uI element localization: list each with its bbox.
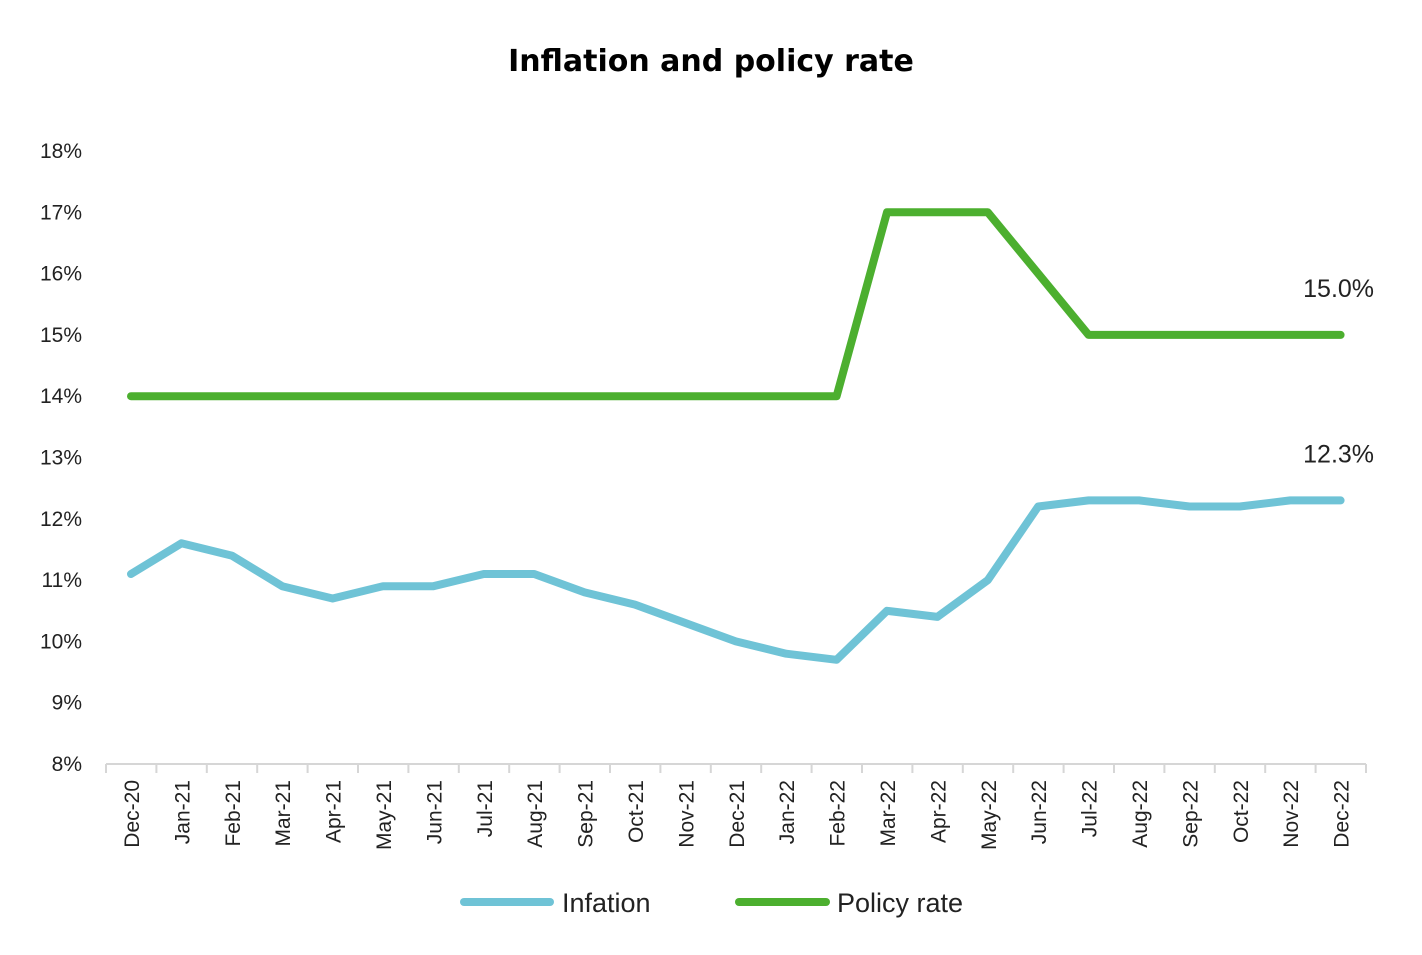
series-line-policy-rate xyxy=(127,208,1345,401)
y-tick-label: 17% xyxy=(40,201,82,224)
x-tick-label: Jan-22 xyxy=(776,780,799,844)
x-tick-label: Dec-20 xyxy=(121,780,144,848)
legend: Infation Policy rate xyxy=(460,888,963,918)
x-tick-label: Feb-21 xyxy=(222,780,245,847)
y-tick-label: 16% xyxy=(40,263,82,286)
y-axis: 8% 9% 10% 11% 12% 13% 14% 15% 16% 17% 18% xyxy=(40,140,82,776)
x-tick-label: Nov-21 xyxy=(675,780,698,848)
x-tick-label: Nov-22 xyxy=(1280,780,1303,848)
y-tick-label: 12% xyxy=(40,508,82,531)
x-tick-label: Jun-21 xyxy=(423,780,446,844)
x-tick-label: Dec-21 xyxy=(726,780,749,848)
y-tick-label: 10% xyxy=(40,630,82,653)
x-tick-label: May-21 xyxy=(373,780,396,850)
chart-title: Inflation and policy rate xyxy=(508,44,914,79)
x-tick-label: Sep-21 xyxy=(575,780,598,848)
x-tick-label: Jun-22 xyxy=(1028,780,1051,844)
legend-label-policy-rate: Policy rate xyxy=(837,888,963,918)
x-tick-label: Apr-21 xyxy=(323,780,346,843)
x-tick-label: Apr-22 xyxy=(927,780,950,843)
series-line-infation xyxy=(127,496,1345,664)
y-tick-label: 15% xyxy=(40,324,82,347)
x-axis: Dec-20 Jan-21 Feb-21 Mar-21 Apr-21 May-21 Jun-… xyxy=(105,763,1367,850)
series-layer xyxy=(127,208,1345,664)
x-tick-label: Aug-22 xyxy=(1129,780,1152,848)
x-tick-label: Feb-22 xyxy=(827,780,850,847)
x-tick-label: Jul-21 xyxy=(474,780,497,837)
x-tick-label: Dec-22 xyxy=(1331,780,1354,848)
data-labels: 12.3% 15.0% xyxy=(1303,275,1374,469)
y-tick-label: 11% xyxy=(42,569,82,592)
data-label-infation: 12.3% xyxy=(1303,440,1374,468)
x-tick-label: Oct-22 xyxy=(1230,780,1253,843)
data-label-policy-rate: 15.0% xyxy=(1303,275,1374,303)
x-tick-label: Oct-21 xyxy=(625,780,648,843)
x-tick-label: Mar-22 xyxy=(877,780,900,847)
x-tick-label: Mar-21 xyxy=(272,780,295,847)
x-tick-label: Aug-21 xyxy=(524,780,547,848)
y-tick-label: 8% xyxy=(52,753,82,776)
y-tick-label: 14% xyxy=(40,385,82,408)
x-tick-label: May-22 xyxy=(978,780,1001,850)
y-tick-label: 9% xyxy=(52,692,82,715)
x-tick-label: Jan-21 xyxy=(171,780,194,844)
y-tick-label: 18% xyxy=(40,140,82,163)
x-tick-label: Sep-22 xyxy=(1179,780,1202,848)
legend-label-infation: Infation xyxy=(562,888,651,918)
x-tick-label: Jul-22 xyxy=(1079,780,1102,837)
y-tick-label: 13% xyxy=(40,447,82,470)
